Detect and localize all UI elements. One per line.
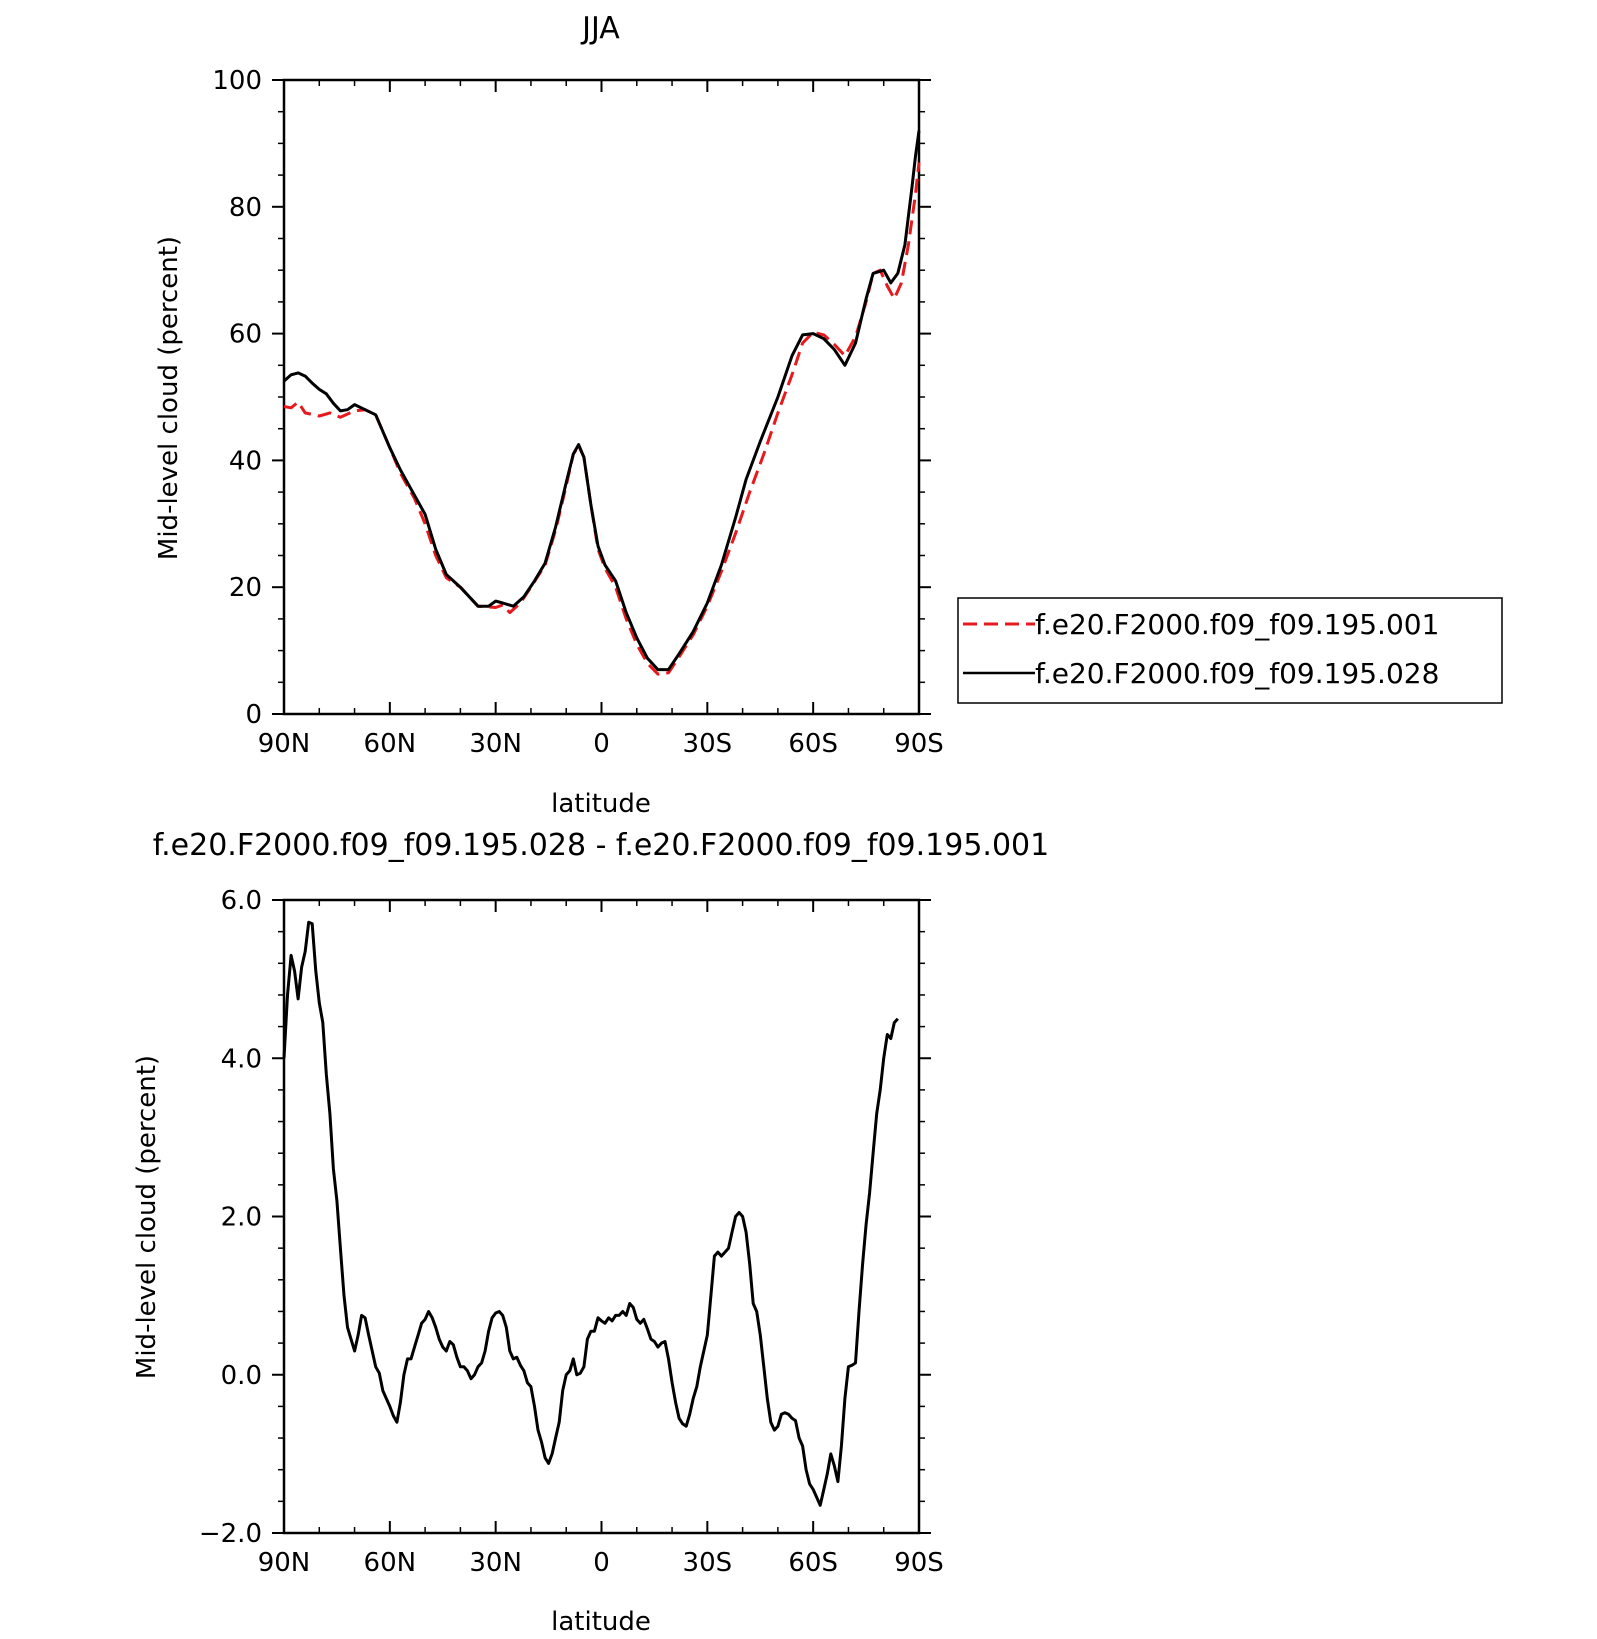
series-line-2 bbox=[283, 130, 921, 672]
y-tick-labels: 0 20 40 60 80 100 bbox=[212, 66, 262, 730]
plot-frame bbox=[282, 898, 921, 1535]
x-axis-label: latitude bbox=[551, 1607, 651, 1635]
y-tick-label: 80 bbox=[229, 193, 262, 223]
x-tick-label: 30N bbox=[469, 729, 522, 759]
y-tick-label: 2.0 bbox=[221, 1203, 262, 1233]
chart-panel-bottom: f.e20.F2000.f09_f09.195.028 - f.e20.F200… bbox=[132, 828, 1049, 1637]
x-tick-label: 60N bbox=[364, 1548, 417, 1578]
y-tick-label: 4.0 bbox=[221, 1044, 262, 1074]
x-tick-labels: 90N 60N 30N 0 30S 60S 90S bbox=[258, 729, 944, 759]
y-axis-label: Mid-level cloud (percent) bbox=[132, 1055, 162, 1379]
x-tick-label: 60N bbox=[364, 729, 417, 759]
legend-label-series-1: f.e20.F2000.f09_f09.195.001 bbox=[1035, 608, 1439, 641]
x-tick-label: 90N bbox=[258, 729, 311, 759]
chart-panel-top: JJA latitude Mid-level cloud (percent) 9… bbox=[154, 11, 944, 819]
x-tick-label: 30S bbox=[683, 729, 733, 759]
y-tick-label: 100 bbox=[212, 66, 262, 96]
series-lines bbox=[282, 920, 899, 1507]
y-tick-labels: −2.0 0.0 2.0 4.0 6.0 bbox=[199, 886, 262, 1549]
x-tick-label: 60S bbox=[788, 729, 838, 759]
legend: f.e20.F2000.f09_f09.195.001 f.e20.F2000.… bbox=[957, 597, 1503, 704]
x-tick-label: 0 bbox=[593, 729, 610, 759]
y-axis-label: Mid-level cloud (percent) bbox=[154, 236, 184, 560]
series-line-1 bbox=[283, 162, 921, 676]
legend-label-series-2: f.e20.F2000.f09_f09.195.028 bbox=[1035, 657, 1439, 690]
chart-title: JJA bbox=[580, 11, 620, 46]
x-tick-label: 60S bbox=[788, 1548, 838, 1578]
x-axis-label: latitude bbox=[551, 789, 651, 819]
y-tick-label: 40 bbox=[229, 446, 262, 476]
axis-ticks bbox=[272, 899, 931, 1534]
x-tick-label: 30N bbox=[469, 1548, 522, 1578]
axis-ticks bbox=[272, 79, 931, 715]
x-tick-label: 0 bbox=[593, 1548, 610, 1578]
y-tick-label: 20 bbox=[229, 573, 262, 603]
y-tick-label: 0 bbox=[245, 700, 262, 730]
y-tick-label: 6.0 bbox=[221, 886, 262, 916]
y-tick-label: −2.0 bbox=[199, 1519, 262, 1549]
x-tick-label: 90N bbox=[258, 1548, 311, 1578]
y-tick-label: 60 bbox=[229, 320, 262, 350]
y-tick-label: 0.0 bbox=[221, 1361, 262, 1391]
x-tick-label: 90S bbox=[894, 729, 944, 759]
x-tick-label: 90S bbox=[894, 1548, 944, 1578]
x-tick-labels: 90N 60N 30N 0 30S 60S 90S bbox=[258, 1548, 944, 1578]
x-tick-label: 30S bbox=[683, 1548, 733, 1578]
series-line-1 bbox=[282, 920, 899, 1507]
plot-frame bbox=[282, 78, 921, 716]
chart-title: f.e20.F2000.f09_f09.195.028 - f.e20.F200… bbox=[153, 828, 1049, 863]
legend-box bbox=[957, 597, 1503, 704]
series-lines bbox=[283, 130, 921, 676]
